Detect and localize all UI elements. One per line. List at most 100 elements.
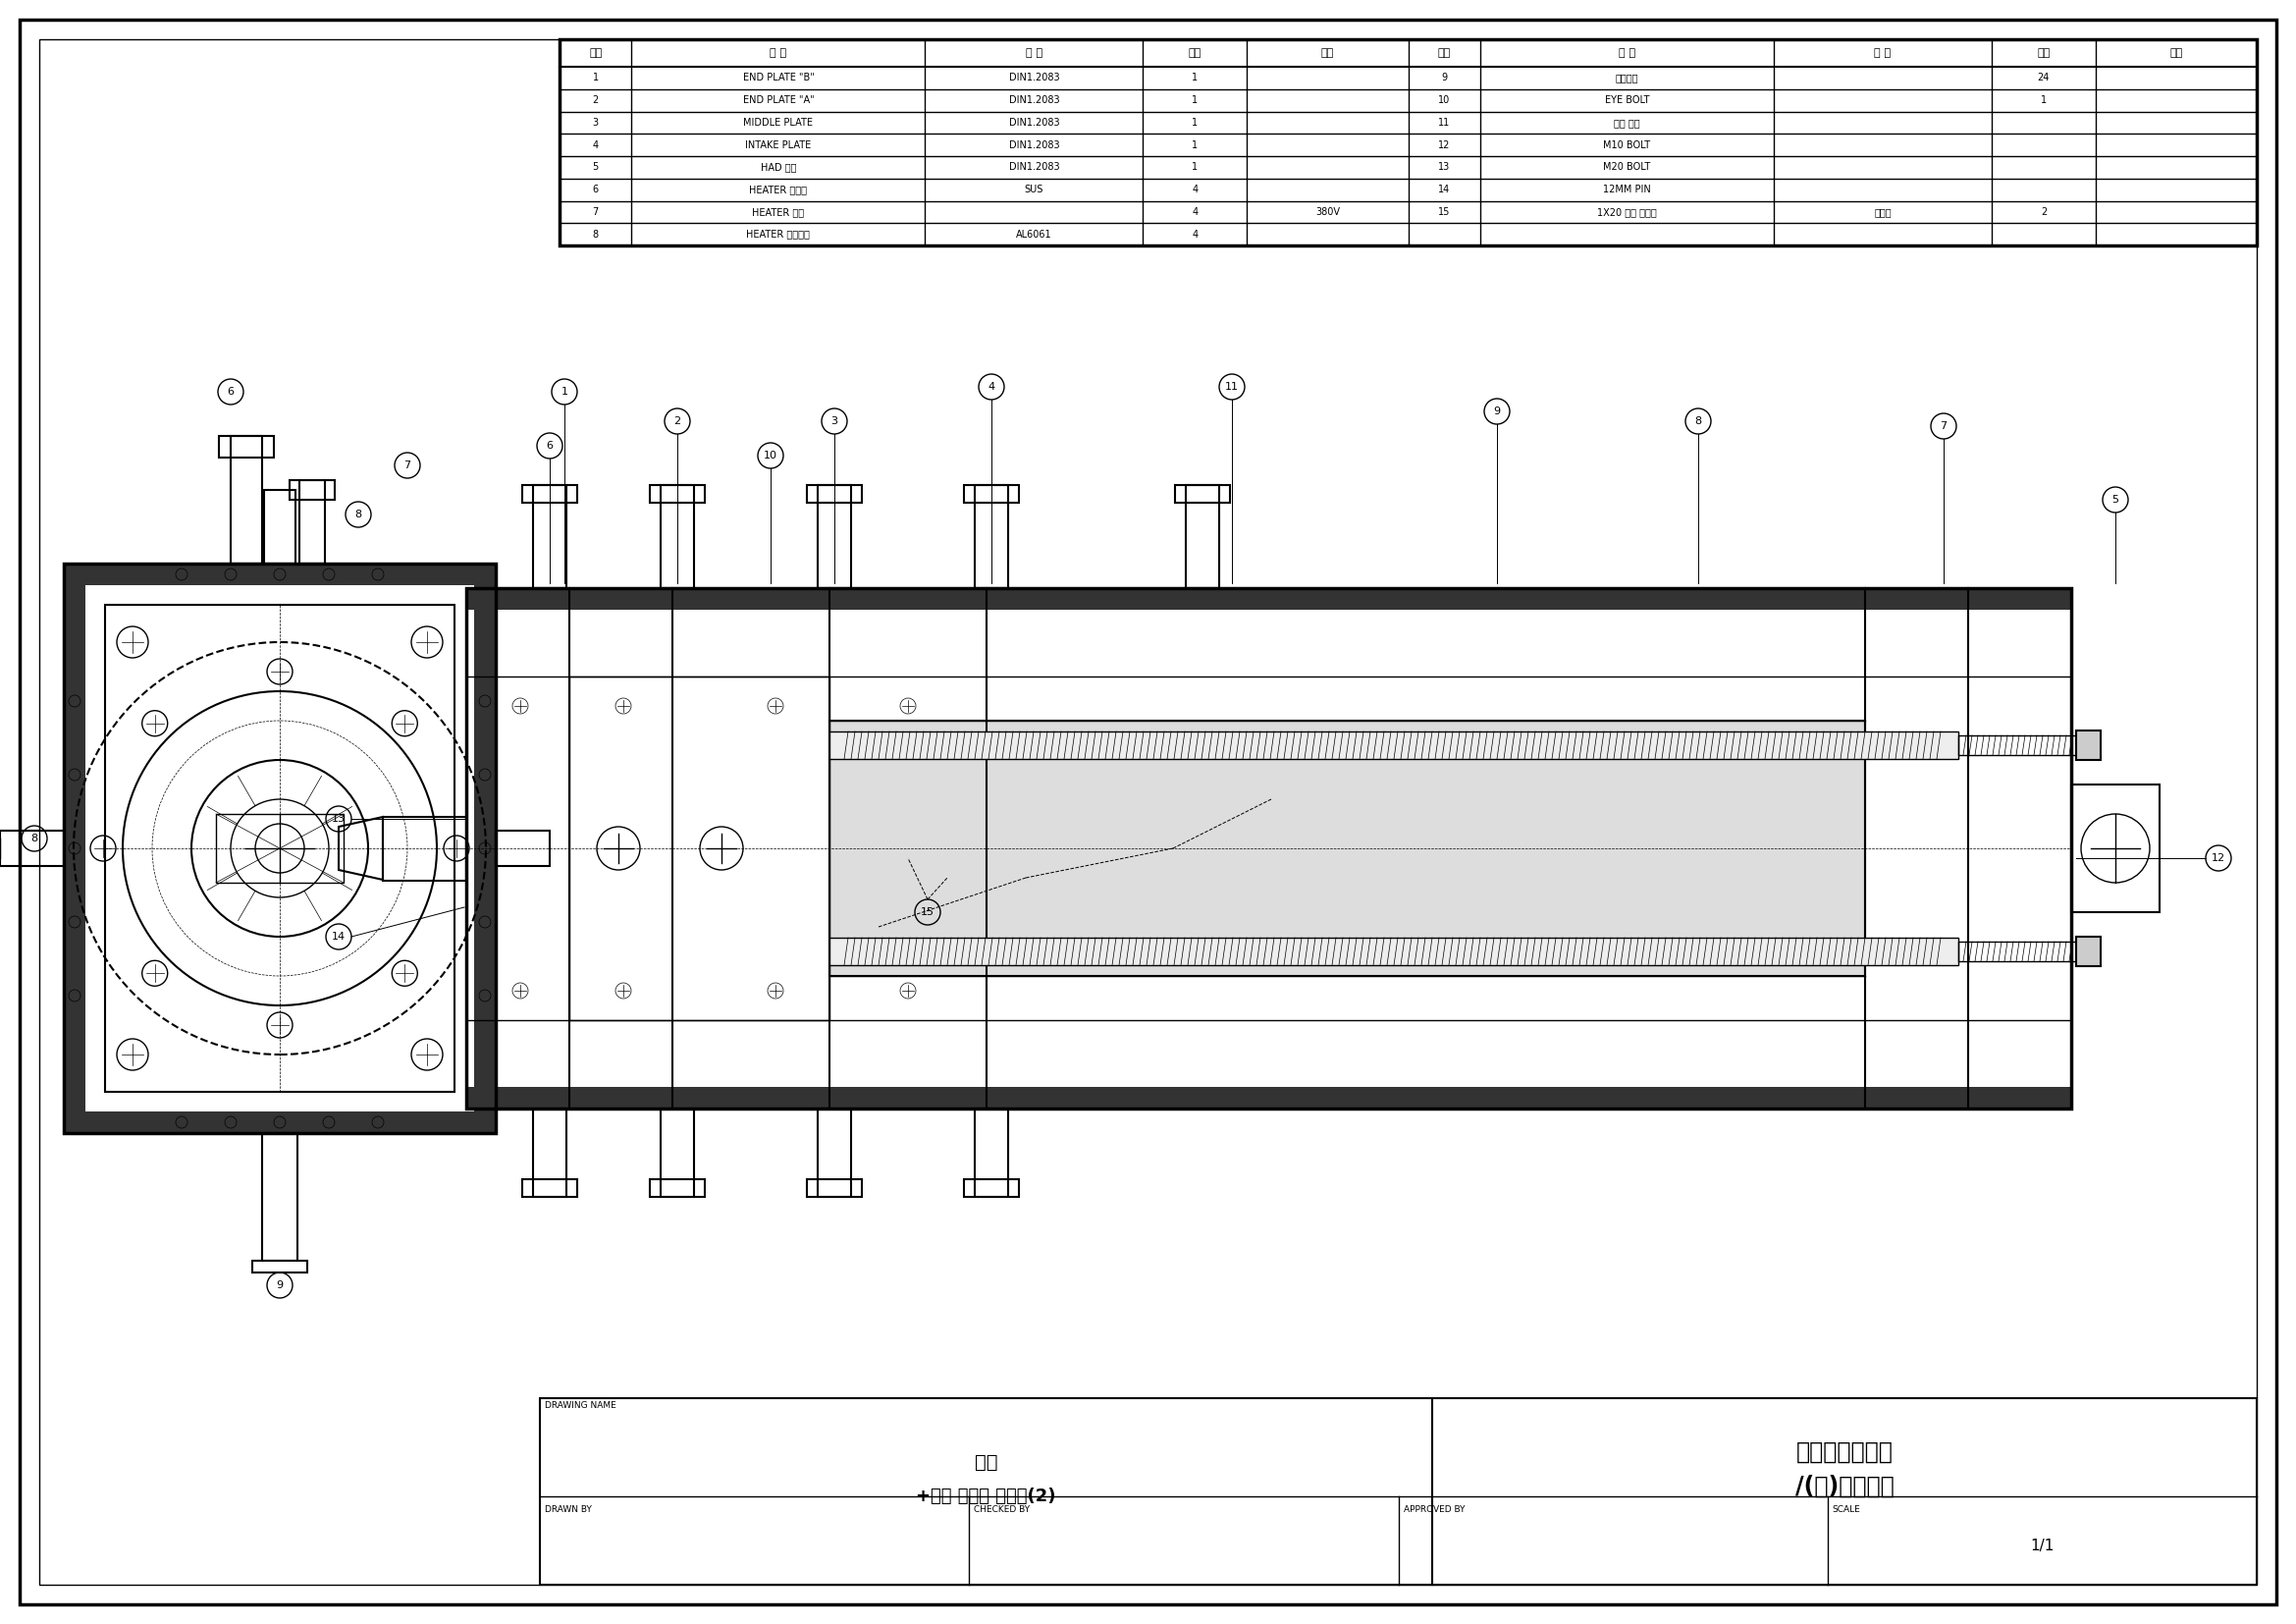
Text: 2: 2 [2041,206,2046,218]
Bar [466,588,2071,609]
Text: APPROVED BY: APPROVED BY [1403,1505,1465,1515]
Text: 비고: 비고 [2170,49,2183,58]
Text: 6: 6 [546,440,553,451]
Text: DIN1.2083: DIN1.2083 [1008,73,1058,83]
Text: 수량: 수량 [1189,49,1201,58]
Text: 6: 6 [227,387,234,396]
Text: /(주)빌츠그린: /(주)빌츠그린 [1795,1475,1894,1499]
Text: M20 BOLT: M20 BOLT [1603,162,1651,172]
Text: 3: 3 [831,416,838,425]
Text: 1: 1 [1192,140,1199,149]
Bar [976,486,1008,588]
Bar [569,677,829,1020]
Text: 4: 4 [592,140,599,149]
Text: EYE BOLT: EYE BOLT [1605,96,1649,106]
Text: DRAWN BY: DRAWN BY [544,1505,592,1515]
Bar [533,1109,567,1197]
Text: 1/1: 1/1 [2030,1538,2055,1553]
Text: 5: 5 [592,162,599,172]
Text: 15: 15 [921,908,934,918]
Text: CHECKED BY: CHECKED BY [974,1505,1031,1515]
Text: 비고: 비고 [1320,49,1334,58]
Text: 강릉원주대학교: 강릉원주대학교 [1795,1440,1894,1463]
Text: 수량: 수량 [2037,49,2050,58]
Bar [521,1179,576,1197]
Text: 1: 1 [1192,96,1199,106]
Bar [0,830,64,866]
Bar [650,486,705,503]
Text: 11: 11 [1226,382,1240,391]
Bar [64,1111,496,1134]
Text: END PLATE "B": END PLATE "B" [742,73,815,83]
Text: 품 명: 품 명 [1619,49,1635,58]
Text: 14: 14 [1437,185,1451,195]
Text: +철심 인써트 시스템(2): +철심 인써트 시스템(2) [916,1488,1056,1505]
Text: 380V: 380V [1316,206,1341,218]
Text: 2: 2 [592,96,599,106]
Text: 히터볼트: 히터볼트 [1616,73,1639,83]
Text: DIN1.2083: DIN1.2083 [1008,96,1058,106]
Bar [2071,784,2161,913]
Bar [106,604,455,1091]
Text: 5: 5 [2112,495,2119,505]
Bar [976,1109,1008,1197]
Bar [262,1134,298,1260]
Bar [64,564,496,585]
Text: 7: 7 [592,206,599,218]
Bar [650,1179,705,1197]
Text: 8: 8 [592,229,599,239]
Text: AL6061: AL6061 [1017,229,1052,239]
Bar [218,435,273,458]
Text: 10: 10 [1437,96,1451,106]
Bar [2076,731,2101,760]
Text: MIDDLE PLATE: MIDDLE PLATE [744,117,813,128]
Bar [817,486,852,588]
Text: 2: 2 [673,416,682,425]
Text: 품 명: 품 명 [769,49,788,58]
Text: 품번: 품번 [1437,49,1451,58]
Text: 9: 9 [1492,406,1502,416]
Text: 13: 13 [333,814,344,823]
Text: 12: 12 [2211,853,2225,862]
Text: 품번: 품번 [590,49,602,58]
Text: DIN1.2083: DIN1.2083 [1008,117,1058,128]
Text: DRAWING NAME: DRAWING NAME [544,1402,615,1411]
Text: 8: 8 [1694,416,1701,425]
Text: 재 질: 재 질 [1874,49,1892,58]
Text: 온도 센서: 온도 센서 [1614,117,1639,128]
Bar [216,814,344,883]
Text: HEATER 보호커버: HEATER 보호커버 [746,229,810,239]
Text: 24: 24 [2037,73,2050,83]
Text: 6: 6 [592,185,599,195]
Bar [2076,937,2101,966]
Text: 재 질: 재 질 [1026,49,1042,58]
Text: 12MM PIN: 12MM PIN [1603,185,1651,195]
Bar [1958,736,2076,755]
Bar [1176,486,1231,503]
Text: M10 BOLT: M10 BOLT [1603,140,1651,149]
Text: 4: 4 [1192,229,1199,239]
Text: 1: 1 [1192,162,1199,172]
Text: DIN1.2083: DIN1.2083 [1008,140,1058,149]
Text: 1: 1 [592,73,599,83]
Bar [383,817,466,880]
Bar [466,588,2071,1109]
Text: 3: 3 [592,117,599,128]
Text: 13: 13 [1437,162,1451,172]
Text: 4: 4 [1192,185,1199,195]
Text: 1: 1 [560,387,567,396]
Bar [466,1086,2071,1109]
Bar [496,830,549,866]
Bar [533,486,567,588]
Bar [661,1109,693,1197]
Text: HEATER 콘센트: HEATER 콘센트 [748,185,808,195]
Text: 7: 7 [404,461,411,471]
Text: 열처리: 열처리 [1874,206,1892,218]
Bar [64,564,496,1134]
Text: 1: 1 [2041,96,2046,106]
Text: 10: 10 [765,451,778,461]
Bar [829,937,1958,965]
Bar [829,721,1864,976]
Text: 4: 4 [987,382,994,391]
Text: 몰드: 몰드 [976,1452,999,1471]
